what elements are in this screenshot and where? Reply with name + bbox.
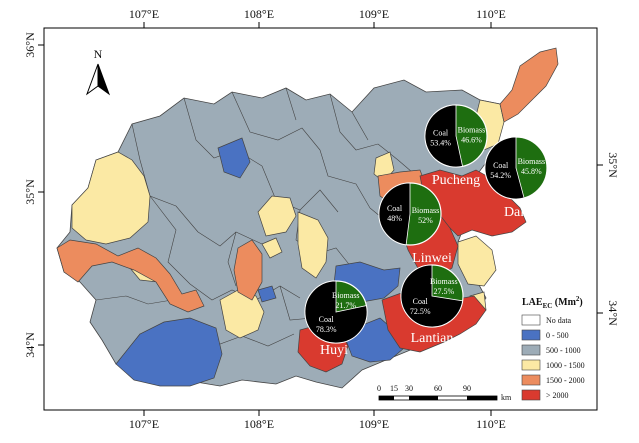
- pie-biomass-label: Biomass: [458, 125, 486, 134]
- legend-label: No data: [546, 316, 572, 325]
- top-lon-label: 107°E: [129, 7, 159, 21]
- left-lat-label: 35°N: [23, 179, 37, 205]
- legend-items: No data 0 - 500 500 - 1000 1000 - 1500 1500 …: [521, 314, 585, 401]
- pie-coal-value: 54.2%: [490, 171, 511, 180]
- scale-bar-segment: [467, 396, 497, 400]
- legend-label: 500 - 1000: [546, 346, 581, 355]
- pie-biomass-label: Biomass: [518, 157, 546, 166]
- pie-coal-label: Coal: [319, 315, 335, 324]
- right-lat-label: 35°N: [606, 152, 620, 178]
- legend-swatch: [521, 329, 541, 341]
- pie-biomass-value: 45.8%: [521, 167, 542, 176]
- top-lon-label: 110°E: [476, 7, 506, 21]
- left-lat-label: 34°N: [23, 332, 37, 358]
- city-label: Pucheng: [432, 173, 480, 188]
- scale-bar-segment: [379, 396, 394, 400]
- legend-item: 1500 - 2000: [521, 374, 585, 386]
- pie-biomass-label: Biomass: [332, 291, 360, 300]
- regions-1500-2000: [56, 47, 559, 313]
- pie-slice-coal: [378, 182, 411, 246]
- pie-biomass-value: 46.6%: [461, 135, 482, 144]
- scale-unit: km: [501, 393, 512, 402]
- bottom-lon-label: 110°E: [476, 417, 506, 431]
- scale-tick-label: 60: [434, 384, 442, 393]
- legend-swatch: [521, 344, 541, 356]
- legend-item: 0 - 500: [521, 329, 569, 341]
- pie-coal-value: 78.3%: [316, 325, 337, 334]
- right-lat-label: 34°N: [606, 300, 620, 326]
- scale-bar-segment: [409, 396, 438, 400]
- scale-tick-label: 30: [405, 384, 413, 393]
- pie-biomass-value: 27.5%: [433, 287, 454, 296]
- pie-slice-coal: [400, 264, 464, 328]
- bottom-lon-label: 109°E: [359, 417, 389, 431]
- legend: LAEEC (Mm2) No data 0 - 500 500 - 1000 1000…: [521, 295, 585, 401]
- scale-tick-label: 0: [377, 384, 381, 393]
- left-lat-label: 36°N: [23, 32, 37, 58]
- legend-title: LAEEC (Mm2): [522, 295, 583, 310]
- top-lon-label: 108°E: [244, 7, 274, 21]
- pie-biomass-label: Biomass: [430, 277, 458, 286]
- pie-coal-value: 48%: [387, 214, 402, 223]
- city-label: Lantian: [411, 331, 454, 346]
- legend-item: No data: [521, 314, 572, 326]
- legend-swatch: [521, 389, 541, 401]
- bottom-lon-label: 108°E: [244, 417, 274, 431]
- frame-ticks: [38, 22, 603, 416]
- legend-swatch: [521, 314, 541, 326]
- scale-tick-label: 15: [390, 384, 398, 393]
- pie-slice-coal: [484, 136, 525, 200]
- pie-coal-label: Coal: [413, 297, 429, 306]
- scale-bar: 0 15 30 60 90 km: [377, 384, 512, 402]
- pie-biomass-value: 52%: [418, 216, 433, 225]
- pie-coal-value: 53.4%: [430, 139, 451, 148]
- city-label: Dali: [504, 205, 528, 220]
- pie-biomass-value: 21.7%: [335, 301, 356, 310]
- north-label: N: [94, 47, 103, 61]
- pie-biomass-label: Biomass: [412, 206, 440, 215]
- pie-coal-label: Coal: [493, 161, 509, 170]
- pie-coal-value: 72.5%: [410, 307, 431, 316]
- pie-slice-coal: [424, 104, 464, 168]
- north-arrow: N: [85, 47, 111, 96]
- legend-label: 1000 - 1500: [546, 361, 585, 370]
- pie-layer: Coal53.4%Biomass46.6%PuchengCoal54.2%Bio…: [304, 104, 548, 358]
- legend-label: 1500 - 2000: [546, 376, 585, 385]
- legend-label: > 2000: [546, 391, 569, 400]
- pie-coal-label: Coal: [433, 129, 449, 138]
- top-lon-label: 109°E: [359, 7, 389, 21]
- legend-swatch: [521, 374, 541, 386]
- legend-swatch: [521, 359, 541, 371]
- city-label: Linwei: [412, 251, 452, 266]
- scale-tick-label: 90: [463, 384, 471, 393]
- legend-label: 0 - 500: [546, 331, 569, 340]
- pie-slice-coal: [304, 280, 368, 344]
- bottom-lon-label: 107°E: [129, 417, 159, 431]
- legend-item: 1000 - 1500: [521, 359, 585, 371]
- pie-coal-label: Coal: [387, 204, 403, 213]
- legend-item: > 2000: [521, 389, 569, 401]
- city-label: Huyi: [320, 343, 348, 358]
- north-arrow-right-half: [97, 63, 111, 96]
- legend-item: 500 - 1000: [521, 344, 581, 356]
